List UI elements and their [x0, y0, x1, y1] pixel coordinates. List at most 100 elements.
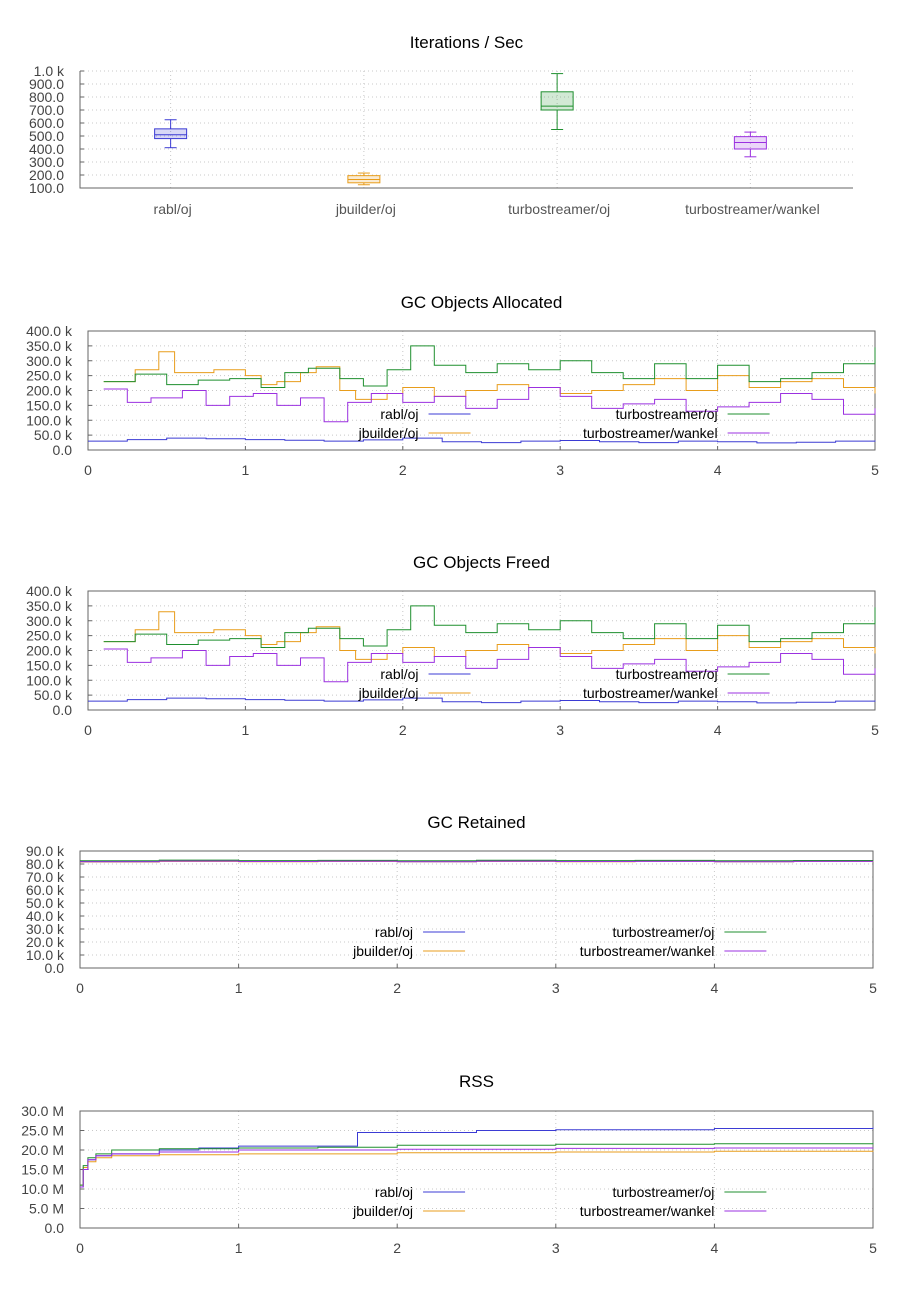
chart-title: Iterations / Sec — [410, 33, 524, 52]
category-label: rabl/oj — [154, 201, 192, 217]
legend-label: turbostreamer/oj — [616, 666, 718, 682]
y-tick-label: 300.0 k — [26, 353, 73, 369]
y-tick-label: 60.0 k — [26, 882, 65, 898]
y-tick-label: 20.0 M — [21, 1142, 64, 1158]
legend-item-turbostreamer-oj: turbostreamer/oj — [612, 1184, 767, 1200]
series-line-rabl-oj — [80, 1127, 874, 1188]
series-line-jbuilder-oj — [103, 351, 876, 400]
x-tick-label: 1 — [242, 462, 250, 478]
x-tick-label: 5 — [869, 1240, 877, 1256]
x-tick-label: 2 — [393, 980, 401, 996]
x-tick-label: 3 — [556, 462, 564, 478]
legend-item-jbuilder-oj: jbuilder/oj — [352, 1203, 466, 1219]
series-line-turbostreamer-oj — [103, 605, 876, 648]
legend-label: rabl/oj — [380, 666, 418, 682]
y-tick-label: 250.0 k — [26, 368, 73, 384]
series-line-rabl-oj — [88, 437, 876, 444]
x-tick-label: 4 — [711, 980, 719, 996]
y-tick-label: 40.0 k — [26, 908, 65, 924]
x-tick-label: 2 — [393, 1240, 401, 1256]
iqr-box — [154, 128, 188, 140]
y-tick-label: 80.0 k — [26, 856, 65, 872]
legend-label: turbostreamer/oj — [616, 406, 718, 422]
x-tick-label: 2 — [399, 462, 407, 478]
y-tick-label: 50.0 k — [34, 427, 73, 443]
y-tick-label: 600.0 — [29, 115, 64, 131]
legend-label: turbostreamer/wankel — [580, 1203, 715, 1219]
x-tick-label: 5 — [871, 462, 879, 478]
series-line-turbostreamer-wankel — [103, 387, 876, 423]
y-tick-label: 30.0 M — [21, 1103, 64, 1119]
y-tick-label: 250.0 k — [26, 628, 73, 644]
category-label: turbostreamer/wankel — [685, 201, 820, 217]
x-tick-label: 1 — [242, 722, 250, 738]
x-tick-label: 1 — [235, 980, 243, 996]
y-tick-label: 800.0 — [29, 89, 64, 105]
legend-label: jbuilder/oj — [358, 425, 419, 441]
y-tick-label: 50.0 k — [34, 687, 73, 703]
x-tick-label: 0 — [84, 722, 92, 738]
x-tick-label: 0 — [84, 462, 92, 478]
series-line-jbuilder-oj — [80, 1150, 874, 1186]
legend-label: rabl/oj — [380, 406, 418, 422]
legend-label: rabl/oj — [375, 1184, 413, 1200]
y-tick-label: 0.0 — [53, 702, 73, 718]
x-tick-label: 0 — [76, 1240, 84, 1256]
legend-label: turbostreamer/oj — [612, 924, 714, 940]
legend-item-turbostreamer-wankel: turbostreamer/wankel — [580, 1203, 767, 1219]
legend-item-rabl-oj: rabl/oj — [375, 924, 466, 940]
y-tick-label: 300.0 — [29, 154, 64, 170]
legend-label: turbostreamer/wankel — [580, 943, 715, 959]
box-turbostreamer-oj — [540, 73, 574, 130]
box-rabl-oj — [154, 119, 188, 149]
legend-label: turbostreamer/oj — [612, 1184, 714, 1200]
y-tick-label: 15.0 M — [21, 1162, 64, 1178]
y-tick-label: 100.0 k — [26, 412, 73, 428]
axis-frame — [79, 1110, 874, 1229]
y-tick-label: 700.0 — [29, 102, 64, 118]
series-line-turbostreamer-oj — [103, 345, 876, 388]
series-line-turbostreamer-wankel — [103, 647, 876, 683]
legend-label: jbuilder/oj — [352, 1203, 413, 1219]
y-tick-label: 20.0 k — [26, 934, 65, 950]
legend-label: turbostreamer/wankel — [583, 685, 718, 701]
y-tick-label: 10.0 k — [26, 947, 65, 963]
y-tick-label: 200.0 — [29, 167, 64, 183]
y-tick-label: 100.0 — [29, 180, 64, 196]
y-tick-label: 10.0 M — [21, 1181, 64, 1197]
y-tick-label: 200.0 k — [26, 643, 73, 659]
x-tick-label: 4 — [714, 722, 722, 738]
y-tick-label: 1.0 k — [34, 63, 65, 79]
legend-item-turbostreamer-wankel: turbostreamer/wankel — [583, 685, 770, 701]
legend-item-turbostreamer-oj: turbostreamer/oj — [612, 924, 767, 940]
legend-label: jbuilder/oj — [352, 943, 413, 959]
y-tick-label: 200.0 k — [26, 383, 73, 399]
y-tick-label: 350.0 k — [26, 598, 73, 614]
axis-frame — [79, 71, 853, 189]
iqr-box — [540, 91, 574, 111]
series-line-turbostreamer-wankel — [80, 860, 874, 863]
legend-item-jbuilder-oj: jbuilder/oj — [358, 685, 471, 701]
series-line-turbostreamer-wankel — [80, 1147, 874, 1188]
x-tick-label: 3 — [552, 1240, 560, 1256]
legend: rabl/oj turbostreamer/oj jbuilder/oj turbos… — [352, 924, 767, 959]
axis-frame — [79, 850, 874, 969]
y-tick-label: 400.0 — [29, 141, 64, 157]
legend: rabl/oj turbostreamer/oj jbuilder/oj turbos… — [358, 406, 770, 441]
series-line-turbostreamer-oj — [80, 859, 874, 862]
legend-item-rabl-oj: rabl/oj — [375, 1184, 466, 1200]
category-label: jbuilder/oj — [335, 201, 396, 217]
x-tick-label: 3 — [552, 980, 560, 996]
chart-iterations-sec: Iterations / Sec 100.0200.0300.0400.0500.… — [29, 33, 853, 217]
y-tick-label: 300.0 k — [26, 613, 73, 629]
x-tick-label: 1 — [235, 1240, 243, 1256]
y-tick-label: 0.0 — [53, 442, 73, 458]
y-tick-label: 400.0 k — [26, 583, 73, 599]
x-tick-label: 2 — [399, 722, 407, 738]
y-tick-label: 5.0 M — [29, 1201, 64, 1217]
x-tick-label: 0 — [76, 980, 84, 996]
